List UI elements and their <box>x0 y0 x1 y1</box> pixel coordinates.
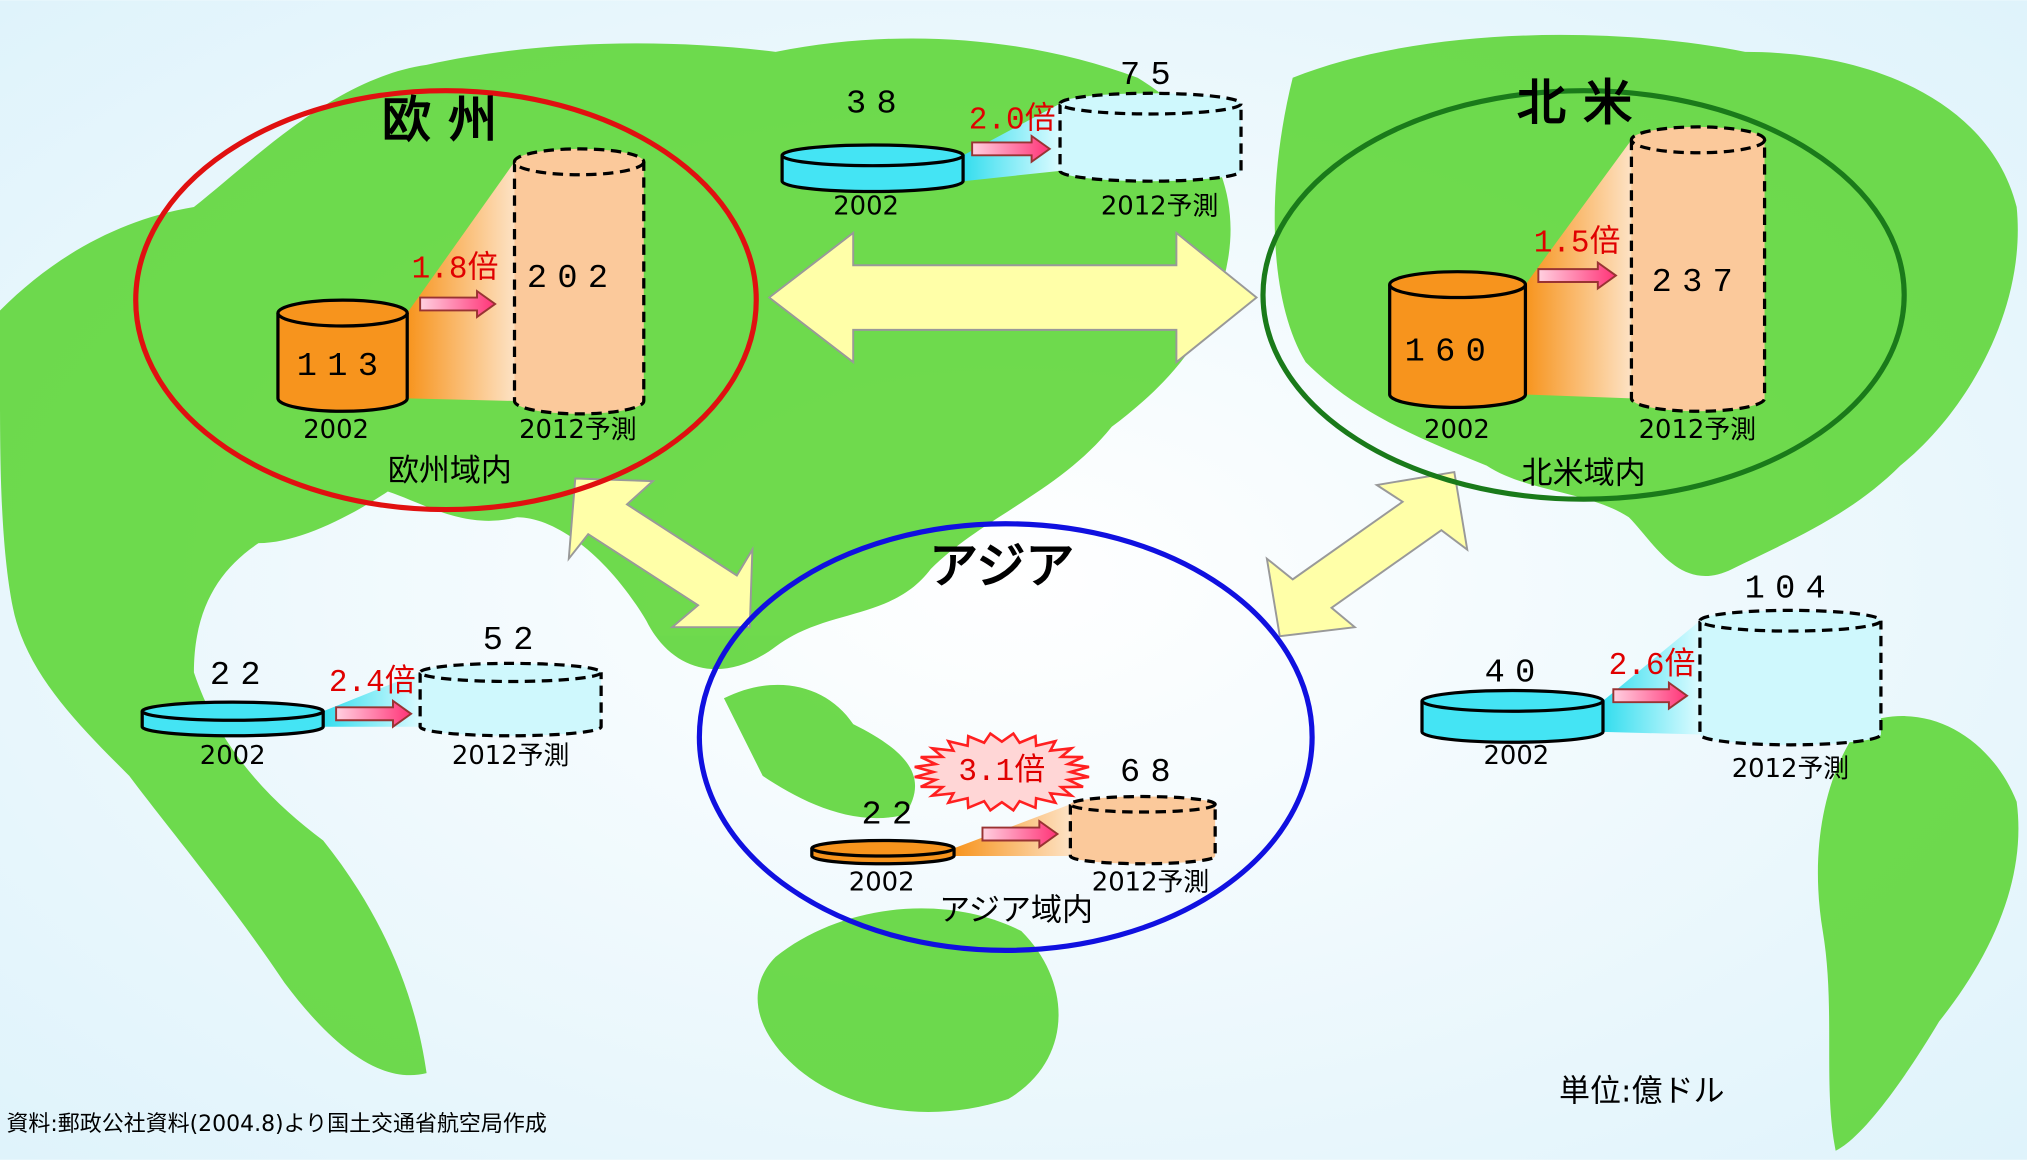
growth-arrow <box>1537 260 1618 291</box>
cylinder-2012-body <box>418 672 603 738</box>
growth-arrow <box>971 134 1052 164</box>
region-title: アジア <box>929 537 1074 595</box>
value-2012: 75 <box>1120 57 1181 95</box>
year-2012: 2012予測 <box>1092 868 1209 898</box>
europe-ellipse <box>133 88 759 513</box>
cylinder-2012-body <box>1058 103 1243 183</box>
growth-wedge <box>1602 620 1700 735</box>
cylinder-2012-top <box>1068 794 1217 814</box>
growth-ratio: 2.0倍 <box>969 102 1056 139</box>
growth-arrow <box>1612 680 1689 711</box>
unit: 単位:億ドル <box>1559 1074 1725 1110</box>
cylinder-2012-top <box>1629 125 1767 155</box>
value-2002: 160 <box>1405 334 1497 372</box>
region-label: アジア域内 <box>939 893 1093 929</box>
cylinder-2012-top <box>1058 91 1243 116</box>
continent-islands <box>723 684 916 819</box>
year-2012: 2012予測 <box>1639 415 1756 445</box>
growth-arrow <box>981 819 1060 849</box>
value-2012: 52 <box>483 622 544 660</box>
region-title: 欧 州 <box>382 91 497 149</box>
year-2002: 2002 <box>849 868 915 898</box>
starburst <box>914 731 1090 813</box>
continent-australia <box>757 908 1059 1112</box>
region-title: 北 米 <box>1517 74 1632 132</box>
growth-ratio: 2.4倍 <box>329 664 416 701</box>
cylinder-2012-body <box>1068 804 1217 866</box>
cylinder-2012-top <box>512 147 646 177</box>
cylinder-2002-top <box>1388 270 1528 300</box>
year-2002: 2002 <box>1483 741 1549 771</box>
growth-ratio: 1.5倍 <box>1534 224 1621 261</box>
continent-south-america <box>1817 716 2019 1151</box>
cylinder-2002-top <box>780 143 965 168</box>
na-ellipse <box>1260 88 1907 502</box>
source: 資料:郵政公社資料(2004.8)より国土交通省航空局作成 <box>6 1112 546 1137</box>
cylinder-2002-top <box>276 298 409 328</box>
cylinder-2012-body <box>512 161 646 416</box>
flow-arrows <box>567 230 1469 638</box>
value-2002: 22 <box>210 657 271 695</box>
year-2002: 2002 <box>833 192 899 222</box>
value-2002: 40 <box>1485 654 1546 692</box>
value-2012: 104 <box>1745 570 1837 608</box>
cylinder-2012-body <box>1698 620 1883 747</box>
cylinder-2002-body <box>276 313 409 413</box>
growth-ratio: 1.8倍 <box>412 250 499 287</box>
arrow-asia-na <box>1265 470 1469 638</box>
year-2012: 2012予測 <box>1732 754 1849 784</box>
arrow-europe-na <box>767 230 1259 365</box>
asia-ellipse <box>696 521 1315 953</box>
value-2012: 202 <box>527 260 619 298</box>
year-2002: 2002 <box>200 741 266 771</box>
value-2012: 237 <box>1652 264 1744 302</box>
growth-arrow <box>335 698 413 729</box>
year-2012: 2012予測 <box>519 415 636 445</box>
cylinder-2002-body <box>1388 284 1528 410</box>
cylinder-2012-body <box>1629 139 1767 413</box>
value-2002: 22 <box>861 797 922 835</box>
year-2002: 2002 <box>303 415 369 445</box>
value-2002: 38 <box>846 86 907 124</box>
growth-ratio: 3.1倍 <box>958 753 1045 790</box>
cylinder-2002-top <box>1420 688 1605 713</box>
arrow-europe-asia <box>567 477 754 629</box>
cylinder-2002-top <box>810 838 956 858</box>
growth-arrow <box>419 289 497 319</box>
growth-ratio: 2.6倍 <box>1609 647 1696 684</box>
cylinder-2012-top <box>1698 608 1883 633</box>
growth-wedge <box>407 161 515 401</box>
cylinder-2002-top <box>140 700 325 722</box>
year-2012: 2012予測 <box>452 741 569 771</box>
region-label: 北米域内 <box>1522 456 1646 492</box>
region-label: 欧州域内 <box>388 453 512 489</box>
cylinder-2012-top <box>418 661 603 684</box>
year-2012: 2012予測 <box>1101 192 1218 222</box>
year-2002: 2002 <box>1424 415 1490 445</box>
value-2002: 113 <box>297 348 389 386</box>
value-2012: 68 <box>1120 754 1181 792</box>
